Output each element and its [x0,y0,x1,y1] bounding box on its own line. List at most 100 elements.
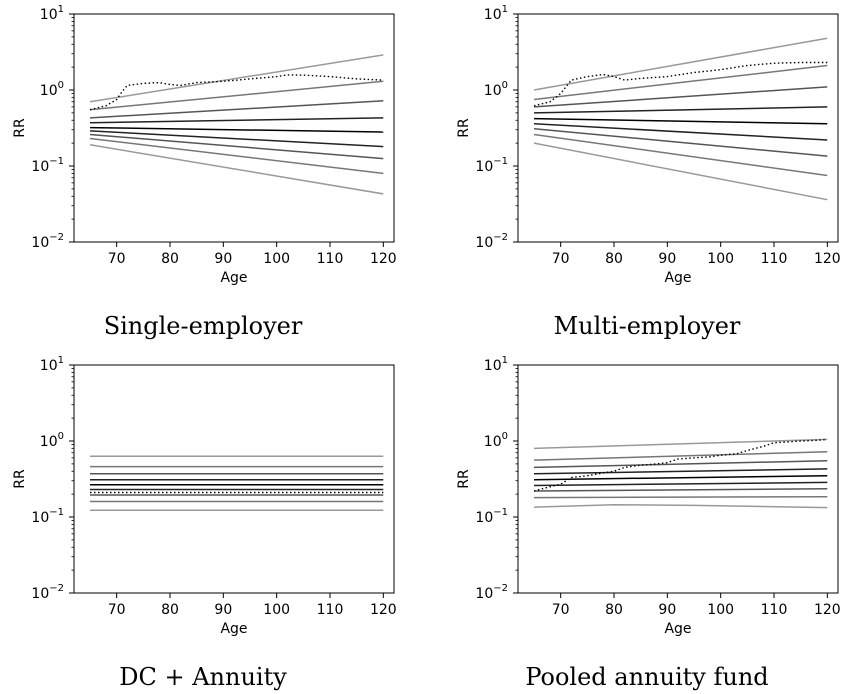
series-line-10 [533,438,828,492]
x-tick-label: 110 [317,602,344,618]
y-tick-label: 101 [40,4,64,23]
y-tick-exponent: −1 [493,507,508,518]
y-tick-label: 10−2 [31,583,64,602]
x-tick-label: 80 [161,602,179,618]
y-tick-label: 101 [484,355,508,374]
x-axis-label: Age [664,270,691,286]
series-line-3 [533,86,828,108]
y-tick-exponent: 0 [502,80,508,91]
series-line-4 [533,106,828,114]
series-line-7 [533,488,828,492]
series-line-8 [533,495,828,499]
plot-frame [73,364,395,594]
y-tick-label: 10−2 [31,232,64,251]
y-axis-label: RR [12,469,28,489]
x-axis-label: Age [220,270,247,286]
plot-frame [517,364,839,594]
chart-panel-1: 70 80 90 100 110 12010−210−1100101AgeRRSingle… [12,4,397,340]
y-tick-label: 10−1 [475,156,508,175]
y-tick-base: 10 [484,434,502,450]
series-line-8 [533,133,828,177]
y-tick-base: 10 [40,83,58,99]
series-line-2 [533,451,828,461]
y-tick-exponent: −2 [49,583,64,594]
series-group [90,455,384,511]
y-tick-base: 10 [31,510,49,526]
series-line-3 [533,459,828,469]
y-tick-base: 10 [40,7,58,23]
panel-caption: Pooled annuity fund [525,663,768,691]
series-line-6 [533,481,828,487]
series-line-2 [533,64,828,101]
series-line-9 [89,144,384,195]
x-tick-label: 70 [108,251,126,267]
y-tick-label: 10−2 [475,583,508,602]
y-tick-base: 10 [31,235,49,251]
x-tick-label: 90 [214,251,232,267]
y-axis-label: RR [12,118,28,138]
x-tick-label: 70 [552,602,570,618]
x-tick-label: 120 [814,602,841,618]
series-line-8 [89,137,384,175]
x-tick-label: 100 [263,602,290,618]
y-tick-base: 10 [40,358,58,374]
y-tick-exponent: −1 [49,156,64,167]
y-tick-label: 10−1 [31,507,64,526]
panel-caption: Multi-employer [554,312,741,340]
y-tick-base: 10 [31,586,49,602]
x-axis-label: Age [664,621,691,637]
y-tick-base: 10 [475,159,493,175]
y-tick-base: 10 [475,510,493,526]
series-line-1 [533,37,828,91]
y-tick-base: 10 [40,434,58,450]
y-tick-exponent: 1 [502,355,508,366]
y-tick-base: 10 [484,7,502,23]
x-tick-label: 100 [263,251,290,267]
series-line-1 [89,54,384,103]
y-tick-label: 10−1 [475,507,508,526]
y-tick-exponent: 1 [502,4,508,15]
series-line-3 [89,100,384,119]
y-tick-base: 10 [484,358,502,374]
x-tick-label: 100 [707,602,734,618]
y-tick-exponent: −1 [493,156,508,167]
y-tick-base: 10 [475,235,493,251]
y-tick-base: 10 [484,83,502,99]
y-tick-label: 100 [40,80,64,99]
x-tick-label: 80 [161,251,179,267]
y-tick-exponent: 0 [58,80,64,91]
y-tick-label: 10−1 [31,156,64,175]
series-line-10 [89,74,384,111]
x-tick-label: 120 [370,602,397,618]
series-line-7 [533,127,828,157]
y-tick-base: 10 [31,159,49,175]
x-tick-label: 70 [552,251,570,267]
x-tick-label: 80 [605,602,623,618]
y-tick-exponent: −2 [493,232,508,243]
y-tick-base: 10 [475,586,493,602]
series-line-2 [89,80,384,111]
series-line-10 [533,61,828,107]
series-line-6 [533,122,828,141]
series-group [533,438,828,509]
x-tick-label: 120 [814,251,841,267]
series-line-4 [533,468,828,475]
series-line-6 [89,130,384,148]
y-tick-label: 10−2 [475,232,508,251]
y-tick-exponent: 1 [58,4,64,15]
chart-panel-4: 70 80 90 100 110 12010−210−1100101AgeRRPooled… [456,355,841,691]
y-tick-exponent: 1 [58,355,64,366]
x-tick-label: 120 [370,251,397,267]
series-line-4 [89,117,384,124]
series-line-1 [533,438,828,450]
series-group [533,37,828,201]
x-tick-label: 100 [707,251,734,267]
y-axis-label: RR [456,469,472,489]
x-tick-label: 110 [761,251,788,267]
y-tick-label: 100 [484,431,508,450]
y-tick-label: 101 [40,355,64,374]
x-tick-label: 80 [605,251,623,267]
x-tick-label: 110 [761,602,788,618]
series-line-9 [533,503,828,509]
